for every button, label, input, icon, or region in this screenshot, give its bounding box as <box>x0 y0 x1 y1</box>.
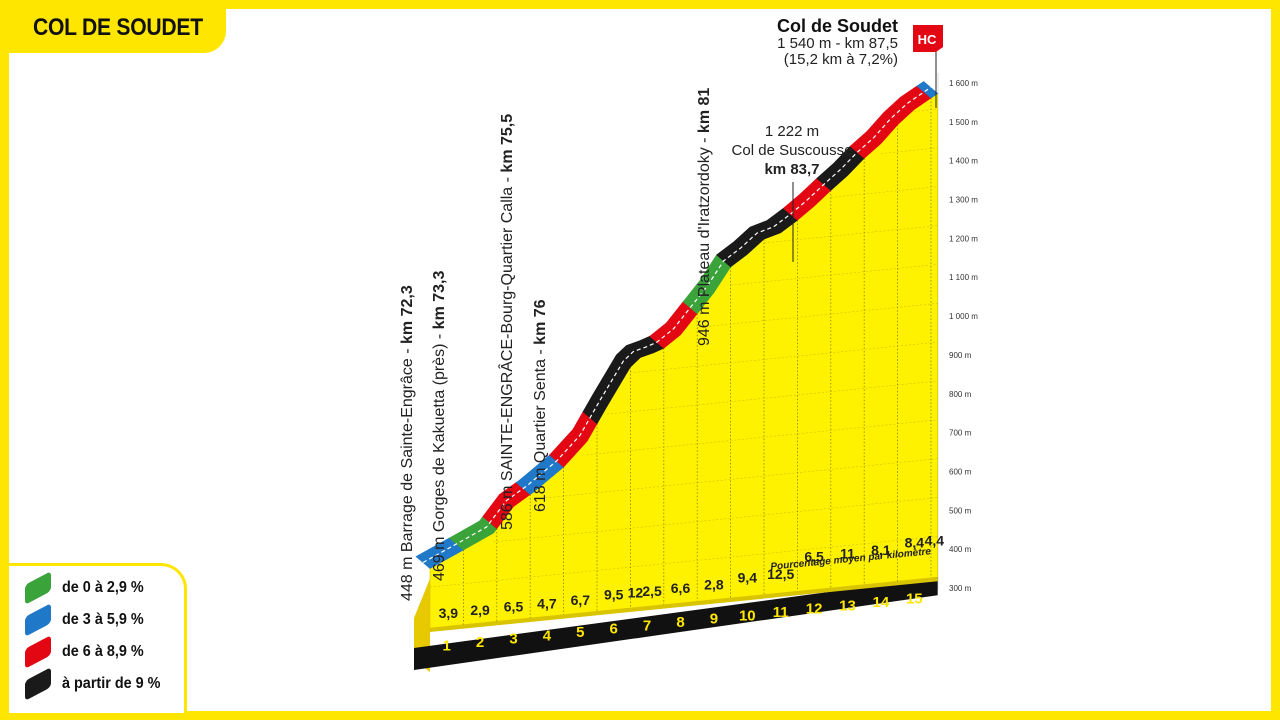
legend: de 0 à 2,9 % de 3 à 5,9 % de 6 à 8,9 % à… <box>9 563 187 713</box>
waypoint-annotation: 946 m Plateau d'Iratzordoky - km 81 <box>696 88 713 346</box>
km-label: 6 <box>610 621 618 638</box>
profile-gridline <box>586 419 938 456</box>
km-percentage-label: 11 <box>840 545 855 561</box>
km-percentage-label: 3,9 <box>439 605 459 621</box>
km-label: 5 <box>576 624 584 641</box>
y-tick-label: 1 100 m <box>949 273 978 282</box>
y-tick-label: 900 m <box>949 351 972 360</box>
page-title: COL DE SOUDET <box>33 14 203 41</box>
hc-flag-label: HC <box>918 32 937 47</box>
profile-gridline <box>830 186 938 198</box>
y-tick-label: 700 m <box>949 429 972 438</box>
km-percentage-label: 12 <box>628 584 644 600</box>
waypoint-annotation: 586 m SAINTE-ENGRÂCE-Bourg-Quartier Call… <box>497 114 516 530</box>
profile-gridline <box>606 380 938 415</box>
km-label: 3 <box>509 631 517 648</box>
legend-item-black: à partir de 9 % <box>25 667 171 701</box>
waypoint-name: 469 m Gorges de Kakuetta (près) - <box>431 329 448 581</box>
legend-swatch-green <box>25 571 51 605</box>
km-percentage-label: 2,9 <box>470 602 490 618</box>
profile-gridline <box>730 264 938 286</box>
km-label: 11 <box>773 604 789 621</box>
profile-gridline <box>880 147 938 154</box>
km-percentage-label: 12,5 <box>767 566 794 582</box>
km-percentage-label: 8,4 <box>905 535 925 551</box>
y-tick-label: 300 m <box>949 584 972 593</box>
legend-label: de 0 à 2,9 % <box>62 579 144 596</box>
secondary-summit-name: Col de Suscousse <box>731 142 853 159</box>
km-percentage-label: 9,4 <box>738 569 758 585</box>
secondary-summit-km: km 83,7 <box>764 161 820 178</box>
profile-gridline <box>493 497 938 543</box>
km-label: 2 <box>476 634 484 651</box>
waypoint-km: km 76 <box>532 299 549 344</box>
title-tab: COL DE SOUDET <box>0 0 226 53</box>
y-tick-label: 500 m <box>949 506 972 515</box>
km-label: 9 <box>710 611 718 628</box>
legend-item-blue: de 3 à 5,9 % <box>25 603 153 637</box>
km-label: 7 <box>643 617 651 634</box>
waypoint-name: 586 m SAINTE-ENGRÂCE-Bourg-Quartier Call… <box>497 173 516 530</box>
y-tick-label: 1 400 m <box>949 157 978 166</box>
y-tick-label: 1 300 m <box>949 196 978 205</box>
y-tick-label: 1 200 m <box>949 234 978 243</box>
waypoint-annotation: 618 m Quartier Senta - km 76 <box>532 299 549 512</box>
km-percentage-label: 9,5 <box>604 587 624 603</box>
profile-gridline <box>429 536 938 588</box>
km-label: 4 <box>543 627 552 644</box>
km-label: 1 <box>443 637 451 654</box>
km-percentage-label: 6,5 <box>804 549 824 565</box>
summit-climb-stats: (15,2 km à 7,2%) <box>783 51 898 68</box>
km-percentage-label: 6,6 <box>671 580 691 596</box>
waypoint-km: km 73,3 <box>431 271 448 330</box>
profile-gridline <box>630 341 938 374</box>
km-percentage-label: 2,5 <box>642 583 662 599</box>
km-label: 8 <box>676 614 684 631</box>
km-label: 14 <box>873 594 890 611</box>
legend-label: de 3 à 5,9 % <box>62 611 144 628</box>
secondary-summit-label: 1 222 m Col de Suscousse km 83,7 <box>712 122 872 179</box>
km-percentage-label: 6,5 <box>504 599 524 615</box>
waypoint-annotation: 448 m Barrage de Sainte-Engrâce - km 72,… <box>399 285 416 601</box>
legend-swatch-red <box>25 635 51 669</box>
legend-label: de 6 à 8,9 % <box>62 643 144 660</box>
hc-flag <box>913 25 943 52</box>
km-percentage-label: 4,4 <box>925 533 945 549</box>
km-label: 10 <box>739 607 756 624</box>
waypoint-km: km 81 <box>696 88 713 133</box>
summit-name: Col de Soudet <box>777 16 898 36</box>
y-tick-label: 1 500 m <box>949 118 978 127</box>
km-band <box>414 577 938 670</box>
baseline-strip <box>430 577 938 632</box>
km-percentage-label: 2,8 <box>704 577 724 593</box>
legend-swatch-blue <box>25 603 51 637</box>
y-tick-label: 400 m <box>949 545 972 554</box>
km-percentage-label: 4,7 <box>537 595 557 611</box>
ribbon-centre-line <box>422 87 932 564</box>
legend-swatch-black <box>25 667 51 701</box>
waypoint-km: km 72,3 <box>399 285 416 344</box>
summit-altitude-km: 1 540 m - km 87,5 <box>777 35 898 52</box>
legend-item-red: de 6 à 8,9 % <box>25 635 153 669</box>
legend-label: à partir de 9 % <box>62 675 161 692</box>
legend-item-green: de 0 à 2,9 % <box>25 571 153 605</box>
km-percentage-label: 8,1 <box>871 542 891 558</box>
km-label: 13 <box>839 597 856 614</box>
km-label: 15 <box>906 591 923 608</box>
km-percentage-label: 6,7 <box>571 592 591 608</box>
waypoint-name: 946 m Plateau d'Iratzordoky - <box>696 133 713 346</box>
secondary-summit-altitude: 1 222 m <box>764 123 820 140</box>
y-tick-label: 600 m <box>949 467 972 476</box>
km-label: 12 <box>806 601 823 618</box>
waypoint-name: 448 m Barrage de Sainte-Engrâce - <box>399 344 416 601</box>
y-tick-label: 800 m <box>949 390 972 399</box>
waypoint-name: 618 m Quartier Senta - <box>532 345 549 512</box>
y-tick-label: 1 600 m <box>949 79 978 88</box>
waypoint-annotation: 469 m Gorges de Kakuetta (près) - km 73,… <box>431 271 448 581</box>
y-tick-label: 1 000 m <box>949 312 978 321</box>
waypoint-km: km 75,5 <box>499 114 516 173</box>
